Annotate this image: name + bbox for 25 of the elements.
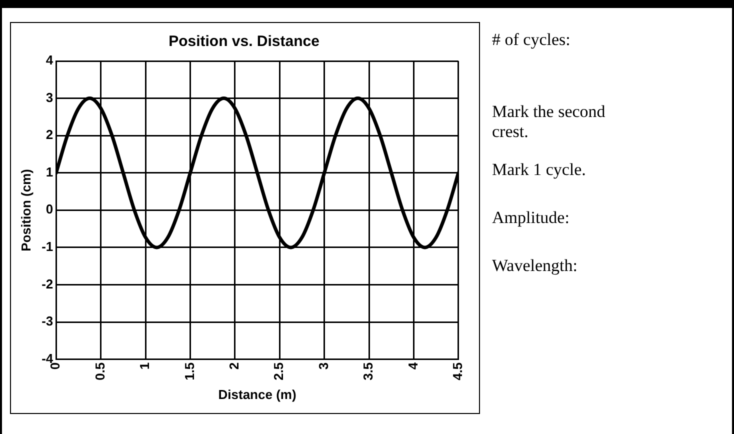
chart-title: Position vs. Distance [168, 33, 320, 50]
y-axis-title: Position (cm) [18, 168, 34, 252]
y-tick-label: -3 [42, 314, 54, 329]
x-tick-label: 2 [226, 362, 242, 370]
x-tick-label: 0.5 [92, 362, 108, 380]
y-tick-label: 2 [46, 127, 54, 142]
x-axis-title: Distance (m) [218, 386, 296, 402]
y-tick-label: 0 [46, 202, 54, 217]
x-tick-label: 4.5 [450, 362, 465, 380]
y-tick-label: -2 [42, 276, 54, 292]
text: Mark 1 cycle. [492, 160, 587, 180]
text: Amplitude: [492, 208, 570, 228]
x-tick-label: 3 [316, 362, 331, 370]
text: Mark the second crest. [492, 102, 606, 142]
x-tick-label: 1.5 [182, 362, 197, 380]
text: Wavelength: [492, 256, 578, 276]
x-tick-label: 4 [405, 362, 420, 370]
y-tick-label: 3 [46, 90, 54, 105]
x-tick-label: 3.5 [360, 362, 376, 380]
x-tick-label: 2.5 [271, 362, 286, 380]
y-tick-label: 4 [46, 52, 54, 68]
y-tick-label: 1 [46, 164, 54, 180]
text: # of cycles: [492, 30, 572, 50]
x-tick-label: 1 [137, 362, 152, 370]
y-tick-label: -1 [42, 239, 54, 254]
